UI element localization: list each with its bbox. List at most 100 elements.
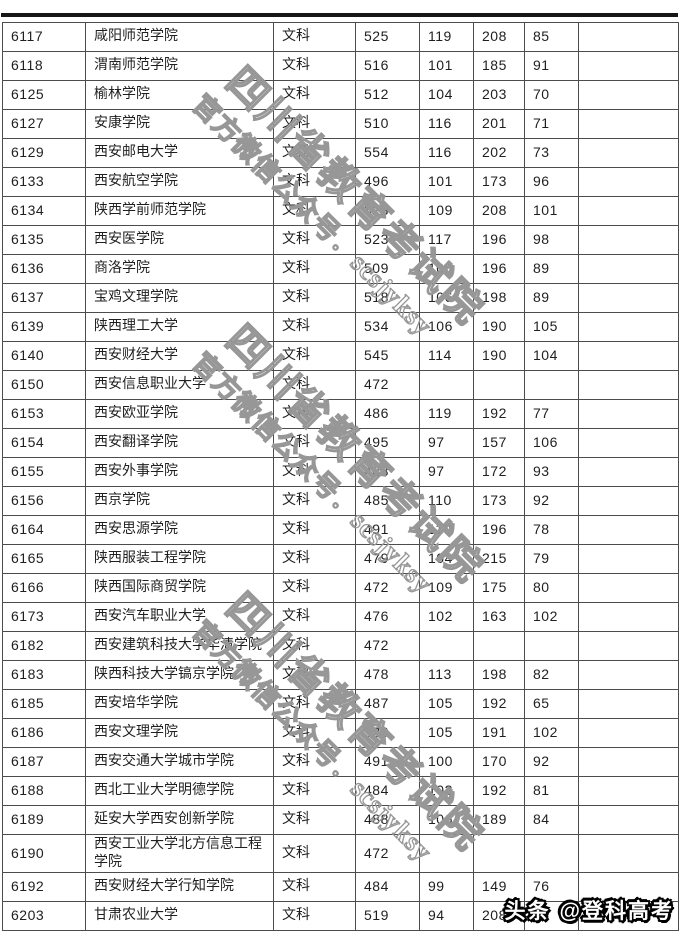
cell-blank	[578, 515, 679, 545]
cell-score-4: 73	[524, 138, 579, 168]
table-row: 6189 延安大学西安创新学院 文科 488 106 189 84	[2, 805, 679, 835]
cell-track: 文科	[273, 80, 356, 110]
cell-score-2: 116	[419, 109, 474, 139]
cell-track: 文科	[273, 370, 356, 400]
cell-code: 6118	[2, 51, 86, 81]
cell-track: 文科	[273, 515, 356, 545]
cell-school: 西安翻译学院	[85, 428, 274, 458]
cell-code: 6117	[2, 22, 86, 52]
cell-score-3: 208	[473, 196, 525, 226]
cell-track: 文科	[273, 51, 356, 81]
cell-track: 文科	[273, 486, 356, 516]
table-row: 6135 西安医学院 文科 523 117 196 98	[2, 225, 679, 255]
cell-blank	[578, 544, 679, 574]
cell-blank	[578, 428, 679, 458]
cell-score-4: 106	[524, 428, 579, 458]
cell-blank	[578, 22, 679, 52]
cell-score-3: 192	[473, 399, 525, 429]
cell-blank	[578, 399, 679, 429]
cell-score-1: 523	[355, 196, 420, 226]
cell-school: 西京学院	[85, 486, 274, 516]
table-row: 6155 西安外事学院 文科 488 97 172 93	[2, 457, 679, 487]
table-row: 6190 西安工业大学北方信息工程学院 文科 472	[2, 834, 679, 873]
table-row: 6118 渭南师范学院 文科 516 101 185 91	[2, 51, 679, 81]
cell-track: 文科	[273, 428, 356, 458]
cell-blank	[578, 254, 679, 284]
cell-track: 文科	[273, 138, 356, 168]
cell-school: 陕西理工大学	[85, 312, 274, 342]
cell-score-2: 101	[419, 167, 474, 197]
cell-score-2: 117	[419, 225, 474, 255]
table-row: 6150 西安信息职业大学 文科 472	[2, 370, 679, 400]
cell-score-4: 77	[524, 399, 579, 429]
cell-blank	[578, 312, 679, 342]
cell-score-4: 84	[524, 805, 579, 835]
cell-score-4: 102	[524, 602, 579, 632]
cell-score-4: 93	[524, 457, 579, 487]
cell-track: 文科	[273, 901, 356, 931]
cell-score-1: 554	[355, 138, 420, 168]
cell-track: 文科	[273, 573, 356, 603]
cell-code: 6133	[2, 167, 86, 197]
cell-track: 文科	[273, 872, 356, 902]
cell-score-1: 510	[355, 109, 420, 139]
cell-score-1: 488	[355, 457, 420, 487]
cell-score-4: 70	[524, 80, 579, 110]
cell-score-4	[524, 370, 579, 400]
table-row: 6165 陕西服装工程学院 文科 479 104 215 79	[2, 544, 679, 574]
cell-code: 6165	[2, 544, 86, 574]
cell-school: 榆林学院	[85, 80, 274, 110]
cell-track: 文科	[273, 747, 356, 777]
cell-score-2: 101	[419, 51, 474, 81]
cell-code: 6136	[2, 254, 86, 284]
cell-track: 文科	[273, 457, 356, 487]
cell-score-3	[473, 631, 525, 661]
cell-score-3: 191	[473, 718, 525, 748]
cell-blank	[578, 457, 679, 487]
cell-track: 文科	[273, 834, 356, 873]
cell-score-3: 185	[473, 51, 525, 81]
table-row: 6186 西安文理学院 文科 528 105 191 102	[2, 718, 679, 748]
cell-code: 6153	[2, 399, 86, 429]
cell-score-4: 104	[524, 341, 579, 371]
cell-score-3	[473, 834, 525, 873]
cell-score-1: 518	[355, 283, 420, 313]
cell-score-3: 203	[473, 80, 525, 110]
cell-score-2	[419, 631, 474, 661]
cell-track: 文科	[273, 544, 356, 574]
cell-track: 文科	[273, 254, 356, 284]
cell-school: 陕西学前师范学院	[85, 196, 274, 226]
cell-code: 6166	[2, 573, 86, 603]
cell-code: 6189	[2, 805, 86, 835]
cell-school: 西安汽车职业大学	[85, 602, 274, 632]
cell-score-4: 65	[524, 689, 579, 719]
cell-score-4	[524, 834, 579, 873]
table-row: 6192 西安财经大学行知学院 文科 484 99 149 76	[2, 872, 679, 902]
cell-blank	[578, 196, 679, 226]
cell-track: 文科	[273, 805, 356, 835]
cell-score-4: 96	[524, 167, 579, 197]
cell-school: 宝鸡文理学院	[85, 283, 274, 313]
cell-score-4: 82	[524, 660, 579, 690]
cell-score-2: 99	[419, 872, 474, 902]
cell-blank	[578, 51, 679, 81]
cell-blank	[578, 138, 679, 168]
table-row: 6173 西安汽车职业大学 文科 476 102 163 102	[2, 602, 679, 632]
table-row: 6166 陕西国际商贸学院 文科 472 109 175 80	[2, 573, 679, 603]
cell-score-3: 172	[473, 457, 525, 487]
cell-school: 陕西国际商贸学院	[85, 573, 274, 603]
cell-blank	[578, 486, 679, 516]
cell-score-1: 528	[355, 718, 420, 748]
cell-blank	[578, 109, 679, 139]
cell-code: 6192	[2, 872, 86, 902]
cell-school: 西安财经大学行知学院	[85, 872, 274, 902]
cell-score-4: 71	[524, 109, 579, 139]
cell-school: 西安财经大学	[85, 341, 274, 371]
cell-school: 西安思源学院	[85, 515, 274, 545]
cell-track: 文科	[273, 689, 356, 719]
cell-score-1: 485	[355, 486, 420, 516]
cell-score-4: 81	[524, 776, 579, 806]
cell-score-2: 114	[419, 341, 474, 371]
cell-code: 6134	[2, 196, 86, 226]
